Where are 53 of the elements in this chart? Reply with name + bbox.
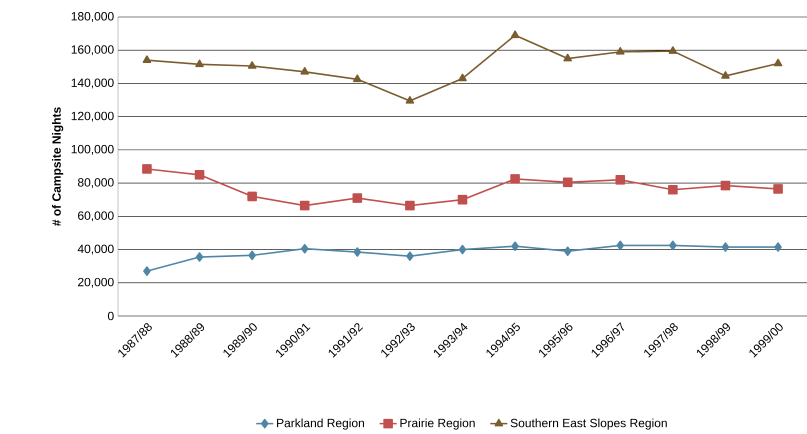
point <box>616 240 624 250</box>
point <box>616 47 625 55</box>
y-tick-label: 160,000 <box>72 45 114 56</box>
point <box>774 242 782 252</box>
point <box>564 246 572 256</box>
point <box>195 60 204 68</box>
y-tick-label: 80,000 <box>78 178 114 188</box>
point <box>721 71 730 79</box>
point <box>247 192 257 202</box>
point <box>143 266 151 276</box>
legend-label: Parkland Region <box>277 418 364 430</box>
point <box>511 241 519 252</box>
point <box>615 174 626 185</box>
y-tick-label: 120,000 <box>72 112 114 122</box>
y-tick-label: 140,000 <box>72 78 114 88</box>
point <box>722 242 730 252</box>
point <box>458 74 467 82</box>
point <box>352 193 362 203</box>
point <box>458 244 466 254</box>
point <box>353 74 362 82</box>
point <box>669 240 677 250</box>
point <box>773 184 783 194</box>
point <box>196 252 204 262</box>
y-tick-label: 180,000 <box>72 12 114 22</box>
point <box>510 30 520 38</box>
point <box>142 164 152 174</box>
point <box>510 174 520 184</box>
point <box>194 170 204 180</box>
point <box>668 184 678 195</box>
point <box>458 194 468 205</box>
legend-label: Prairie Region <box>400 418 475 430</box>
point <box>142 55 152 63</box>
point <box>354 247 362 257</box>
point <box>248 61 256 69</box>
y-tick-label: 0 <box>108 312 114 320</box>
point <box>405 200 415 210</box>
point <box>562 177 572 188</box>
point <box>720 180 730 190</box>
point <box>774 58 782 66</box>
point <box>563 54 572 62</box>
point <box>300 244 309 254</box>
legend-label: Southern East Slopes Region <box>510 418 667 430</box>
y-tick-label: 100,000 <box>72 144 114 155</box>
point <box>248 250 256 260</box>
y-tick-label: 20,000 <box>78 278 114 288</box>
point <box>668 46 678 54</box>
point <box>406 251 414 261</box>
point <box>406 96 414 104</box>
point <box>300 200 310 210</box>
y-axis-title: # of Campsite Nights <box>52 107 64 226</box>
point <box>300 67 309 75</box>
y-tick-label: 60,000 <box>78 211 114 222</box>
y-tick-label: 40,000 <box>78 244 114 255</box>
